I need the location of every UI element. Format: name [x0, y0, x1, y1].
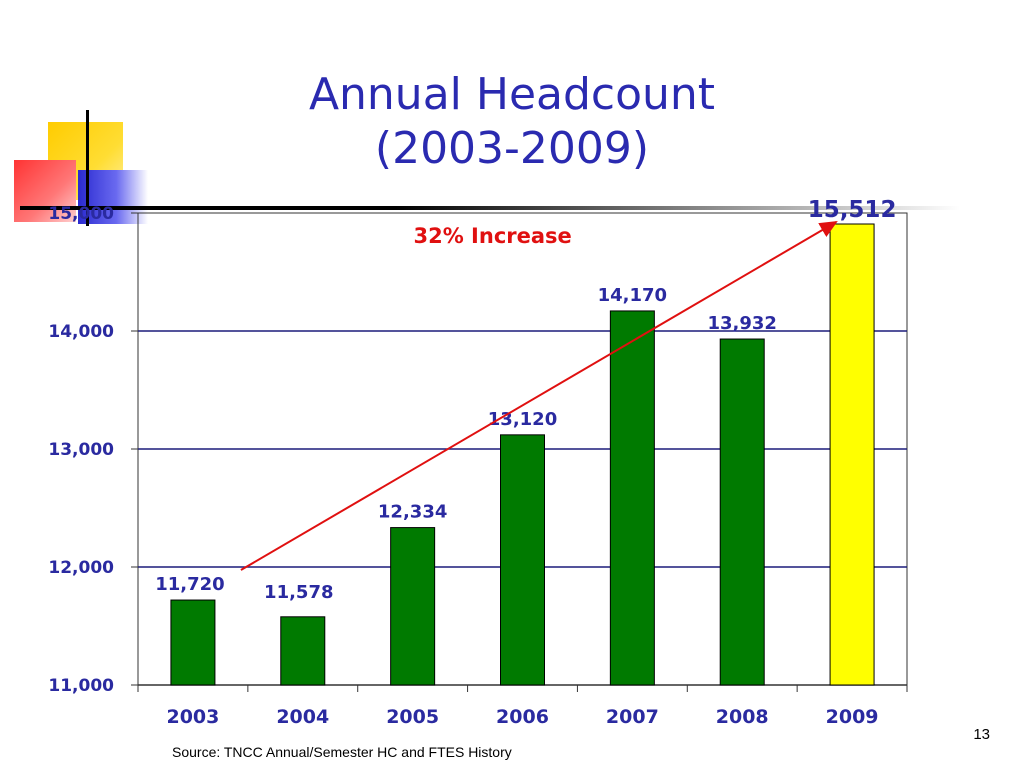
- page-number: 13: [973, 726, 990, 743]
- x-tick-label: 2005: [386, 706, 439, 728]
- title-line-1: Annual Headcount: [308, 69, 716, 120]
- x-tick-label: 2009: [826, 706, 879, 728]
- decorative-red-square: [14, 160, 76, 222]
- slide-title: Annual Headcount (2003-2009): [0, 68, 1024, 176]
- bar-2006: [500, 434, 545, 686]
- trend-line-arrow: [240, 220, 838, 571]
- bar-2003: [170, 599, 216, 686]
- y-tick-label: 12,000: [48, 558, 114, 578]
- data-label: 11,720: [155, 574, 224, 595]
- title-line-2: (2003-2009): [374, 123, 650, 174]
- decorative-vertical-line: [86, 110, 89, 226]
- y-tick-label: 15,000: [48, 204, 114, 224]
- bar-2009: [829, 223, 875, 686]
- decorative-blue-square: [78, 170, 148, 224]
- decorative-horizontal-line: [20, 206, 960, 210]
- bar-2005: [390, 527, 436, 686]
- y-tick-label: 11,000: [48, 676, 114, 696]
- x-tick-label: 2008: [716, 706, 769, 728]
- y-tick-label: 14,000: [48, 322, 114, 342]
- bar-2007: [609, 310, 655, 686]
- bar-2008: [719, 338, 765, 686]
- y-tick-label: 13,000: [48, 440, 114, 460]
- data-label: 11,578: [264, 582, 333, 603]
- data-label: 13,120: [488, 409, 557, 430]
- bar-2004: [280, 616, 326, 686]
- increase-annotation: 32% Increase: [413, 224, 571, 248]
- data-label: 12,334: [378, 502, 447, 523]
- data-label: 13,932: [707, 313, 776, 334]
- x-tick-label: 2006: [496, 706, 549, 728]
- source-note: Source: TNCC Annual/Semester HC and FTES…: [172, 744, 512, 760]
- data-label: 14,170: [598, 285, 667, 306]
- data-label: 15,512: [808, 197, 897, 223]
- x-tick-label: 2003: [166, 706, 219, 728]
- x-tick-label: 2004: [276, 706, 329, 728]
- x-tick-label: 2007: [606, 706, 659, 728]
